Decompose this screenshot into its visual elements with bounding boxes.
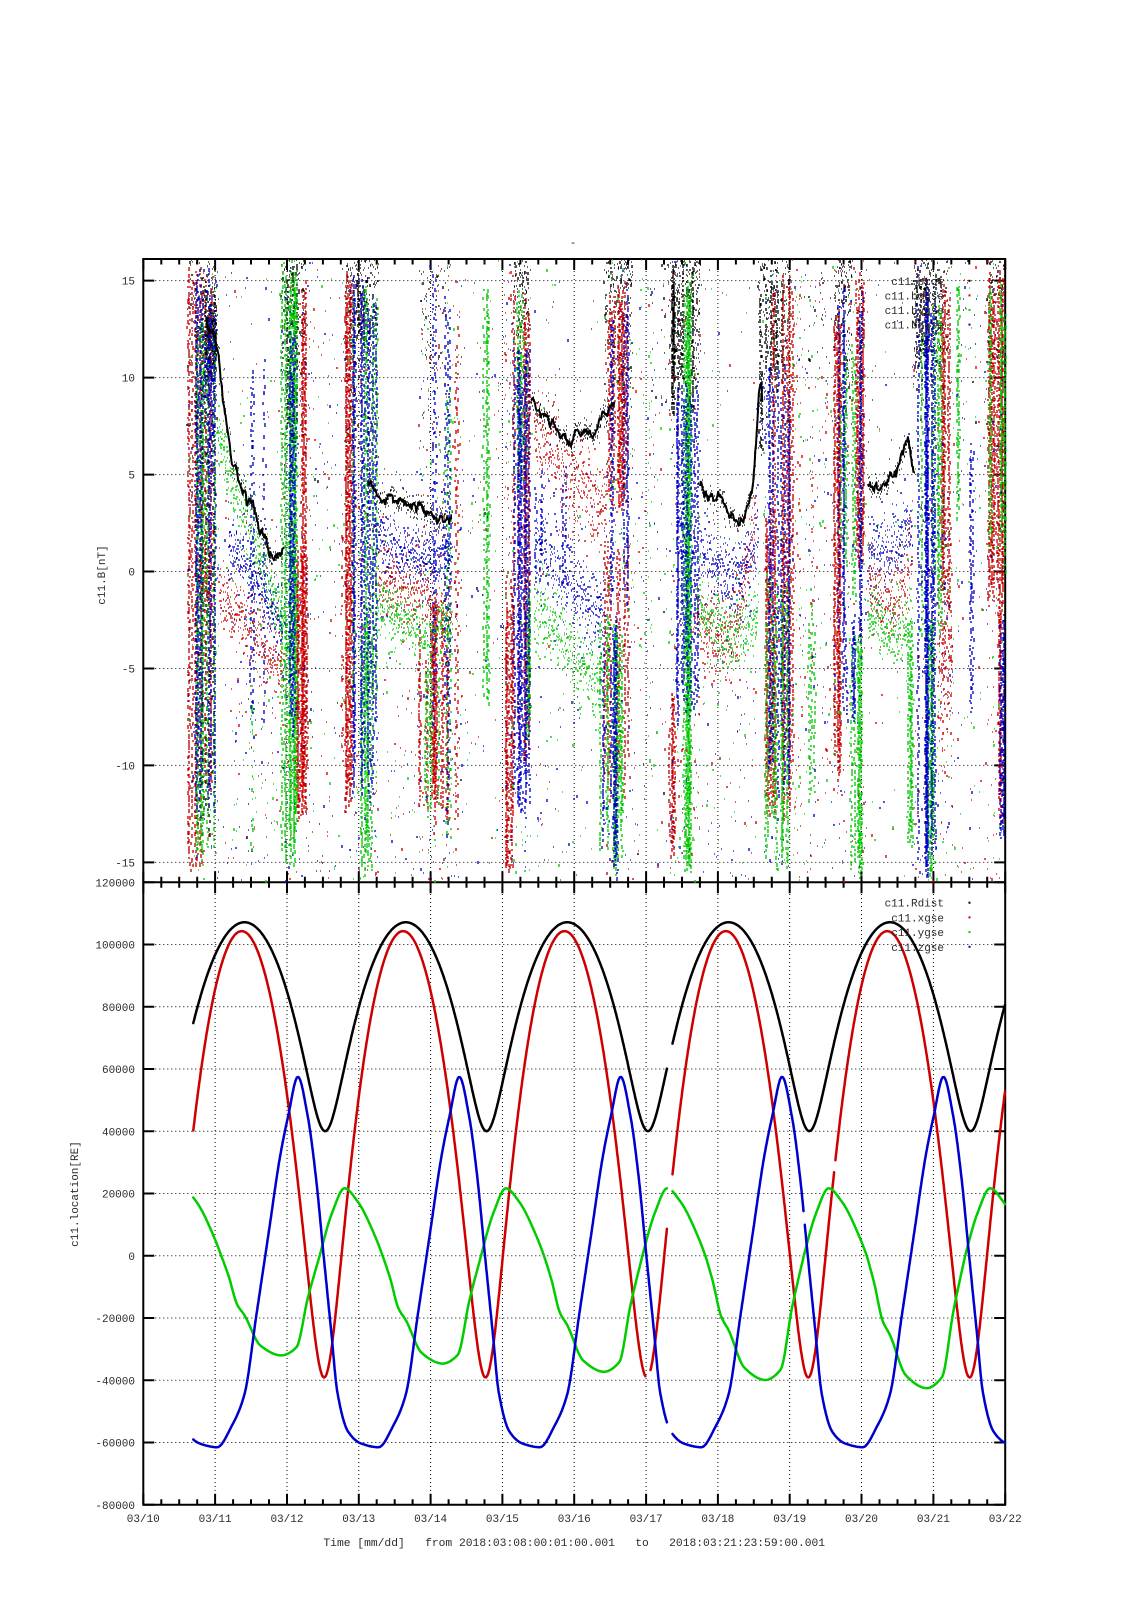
svg-text:-5: -5 (122, 664, 135, 676)
svg-text:03/14: 03/14 (414, 1514, 447, 1526)
svg-text:03/18: 03/18 (701, 1514, 734, 1526)
svg-text:15: 15 (122, 277, 135, 289)
svg-text:0: 0 (128, 1252, 135, 1264)
svg-text:03/17: 03/17 (630, 1514, 663, 1526)
svg-text:03/10: 03/10 (127, 1514, 160, 1526)
svg-text:03/12: 03/12 (270, 1514, 303, 1526)
svg-text:c11.zgse: c11.zgse (891, 943, 944, 955)
svg-text:c11.bxgse: c11.bxgse (885, 291, 944, 303)
svg-text:03/20: 03/20 (845, 1514, 878, 1526)
svg-text:c11.location[RE]: c11.location[RE] (70, 1141, 82, 1247)
svg-text:5: 5 (128, 471, 135, 483)
svg-text:Time [mm/dd] from 2018:03:08: Time [mm/dd] from 2018:03:08:00:01:00.00… (323, 1538, 825, 1550)
svg-text:-40000: -40000 (95, 1376, 135, 1388)
svg-text:-80000: -80000 (95, 1501, 135, 1513)
svg-text:60000: 60000 (102, 1065, 135, 1077)
svg-text:03/16: 03/16 (558, 1514, 591, 1526)
svg-text:c11.Rdist: c11.Rdist (885, 899, 944, 911)
svg-text:03/15: 03/15 (486, 1514, 519, 1526)
svg-text:c11.B[nT]: c11.B[nT] (97, 545, 109, 604)
svg-text:-15: -15 (115, 858, 135, 870)
svg-text:-20000: -20000 (95, 1314, 135, 1326)
svg-text:10: 10 (122, 374, 135, 386)
svg-text:c11.btot: c11.btot (891, 277, 944, 289)
svg-text:c11.ygse: c11.ygse (891, 928, 944, 940)
svg-text:03/13: 03/13 (342, 1514, 375, 1526)
svg-text:120000: 120000 (95, 878, 135, 890)
svg-text:03/21: 03/21 (917, 1514, 950, 1526)
svg-text:c11.bzgse: c11.bzgse (885, 321, 944, 333)
svg-text:03/19: 03/19 (773, 1514, 806, 1526)
svg-text:80000: 80000 (102, 1003, 135, 1015)
svg-text:0: 0 (128, 568, 135, 580)
svg-text:20000: 20000 (102, 1190, 135, 1202)
svg-text:-: - (570, 238, 577, 250)
svg-text:03/22: 03/22 (989, 1514, 1022, 1526)
svg-text:c11.xgse: c11.xgse (891, 913, 944, 925)
svg-text:100000: 100000 (95, 941, 135, 953)
svg-text:-10: -10 (115, 761, 135, 773)
svg-text:03/11: 03/11 (199, 1514, 232, 1526)
svg-text:c11.bygse: c11.bygse (885, 306, 944, 318)
svg-text:-60000: -60000 (95, 1439, 135, 1451)
svg-text:40000: 40000 (102, 1127, 135, 1139)
